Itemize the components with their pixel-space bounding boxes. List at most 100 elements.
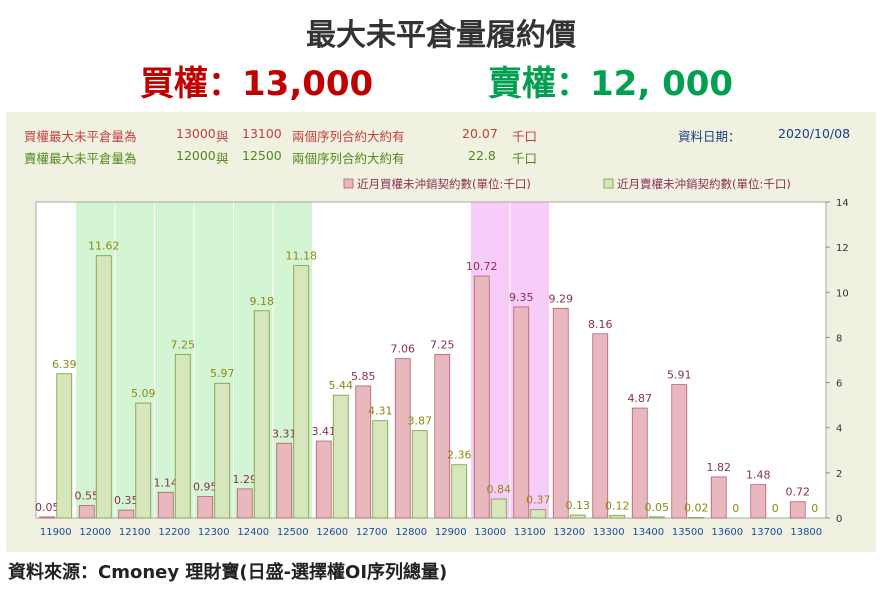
call-value-label-13100: 9.35: [509, 291, 534, 304]
x-tick-label-13100: 13100: [514, 527, 546, 538]
call-bar-11900: [39, 516, 56, 519]
put-max-strike-headline: 賣權：12, 000: [488, 64, 734, 104]
put-bar-12100: [135, 402, 152, 519]
data-source: 資料來源：Cmoney 理財寶(日盛-選擇權OI序列總量): [8, 562, 448, 583]
call-bar-13400: [631, 407, 648, 519]
call-value-label-12400: 1.29: [233, 473, 258, 486]
call-bar-13300: [592, 333, 609, 519]
call-value-label-13300: 8.16: [588, 318, 613, 331]
put-value-label-12700: 4.31: [368, 405, 393, 418]
put-value-label-13100: 0.37: [526, 494, 551, 507]
put-value-label-13800: 0: [811, 502, 818, 515]
call-info-value: 20.07: [462, 126, 498, 141]
put-bar-11900: [56, 373, 73, 519]
x-tick-label-13700: 13700: [751, 527, 783, 538]
page-title: 最大未平倉量履約價: [306, 18, 576, 53]
put-bar-12700: [372, 420, 389, 519]
x-tick-label-13300: 13300: [593, 527, 625, 538]
put-value-label-12900: 2.36: [447, 449, 472, 462]
put-bar-13000: [490, 498, 507, 519]
call-info-label: 買權最大未平倉量為: [24, 129, 137, 144]
put-bar-12000: [95, 255, 112, 519]
call-value-label-12100: 0.35: [114, 494, 139, 507]
put-bar-13200: [569, 514, 586, 519]
put-bar-12900: [451, 464, 468, 519]
x-tick-label-13600: 13600: [711, 527, 743, 538]
call-value-label-12000: 0.55: [75, 490, 100, 503]
put-value-label-12000: 11.62: [88, 240, 120, 253]
put-value-label-13300: 0.12: [605, 499, 630, 512]
x-tick-label-12900: 12900: [435, 527, 467, 538]
call-value-label-13800: 0.72: [786, 486, 811, 499]
legend-put-label: 近月賣權未沖銷契約數(單位:千口): [617, 177, 791, 191]
x-tick-label-12300: 12300: [198, 527, 230, 538]
put-bar-12200: [174, 353, 191, 519]
put-value-label-13500: 0.02: [684, 502, 709, 515]
legend-put-swatch: [603, 178, 614, 189]
call-bar-12600: [315, 440, 332, 519]
put-value-label-13700: 0: [772, 502, 779, 515]
call-info-and: 與: [216, 129, 229, 144]
x-tick-label-12200: 12200: [158, 527, 190, 538]
put-bar-12300: [214, 382, 231, 519]
put-value-label-12400: 9.18: [250, 295, 275, 308]
call-value-label-12500: 3.31: [272, 427, 297, 440]
put-info-label: 賣權最大未平倉量為: [24, 151, 137, 166]
call-value-label-13000: 10.72: [466, 260, 498, 273]
call-bar-12000: [78, 505, 95, 519]
call-bar-12700: [355, 385, 372, 519]
put-info-and: 與: [216, 151, 229, 166]
call-bar-12500: [276, 442, 293, 519]
x-tick-label-12400: 12400: [237, 527, 269, 538]
call-bar-12100: [118, 509, 135, 519]
put-value-label-11900: 6.39: [52, 358, 77, 371]
y-tick-label: 0: [836, 514, 842, 525]
call-bar-13500: [671, 384, 688, 519]
call-bar-13200: [552, 307, 569, 519]
x-tick-label-12600: 12600: [316, 527, 348, 538]
x-tick-label-12000: 12000: [79, 527, 111, 538]
put-bar-12600: [332, 394, 349, 519]
x-tick-label-12500: 12500: [277, 527, 309, 538]
y-tick-label: 2: [836, 469, 842, 480]
call-info-strike1: 13000: [176, 126, 216, 141]
put-info-strike1: 12000: [176, 148, 216, 163]
put-value-label-12100: 5.09: [131, 387, 156, 400]
y-tick-label: 14: [836, 198, 849, 209]
x-tick-label-13000: 13000: [474, 527, 506, 538]
call-value-label-12900: 7.25: [430, 338, 455, 351]
put-value-label-12300: 5.97: [210, 367, 235, 380]
date-label: 資料日期：: [678, 129, 741, 144]
put-bar-12400: [253, 310, 270, 519]
x-tick-label-13200: 13200: [553, 527, 585, 538]
call-value-label-12200: 1.14: [154, 476, 179, 489]
x-tick-label-13500: 13500: [672, 527, 704, 538]
call-value-label-12800: 7.06: [391, 343, 416, 356]
x-tick-label-13400: 13400: [632, 527, 664, 538]
y-tick-label: 12: [836, 243, 849, 254]
y-tick-label: 4: [836, 424, 842, 435]
call-value-label-12300: 0.95: [193, 481, 218, 494]
call-value-label-13500: 5.91: [667, 369, 692, 382]
call-info-desc: 兩個序列合約大約有: [292, 129, 405, 144]
call-value-label-13700: 1.48: [746, 469, 771, 482]
put-value-label-13200: 0.13: [566, 499, 591, 512]
put-bar-13400: [648, 516, 665, 519]
put-bar-12800: [411, 430, 428, 519]
call-bar-13800: [789, 501, 806, 519]
put-value-label-12200: 7.25: [171, 338, 196, 351]
put-value-label-12600: 5.44: [329, 379, 354, 392]
call-bar-13000: [473, 275, 490, 519]
put-info-unit: 千口: [512, 151, 538, 166]
x-tick-label-12800: 12800: [395, 527, 427, 538]
call-bar-12400: [236, 488, 253, 519]
call-bar-12300: [197, 496, 214, 519]
x-tick-label-13800: 13800: [790, 527, 822, 538]
y-tick-label: 6: [836, 379, 842, 390]
put-value-label-13000: 0.84: [487, 483, 512, 496]
call-bar-12800: [394, 358, 411, 519]
call-bar-12900: [434, 353, 451, 519]
call-info-unit: 千口: [512, 129, 538, 144]
plot-border: [35, 201, 827, 519]
put-bar-13100: [530, 509, 547, 519]
